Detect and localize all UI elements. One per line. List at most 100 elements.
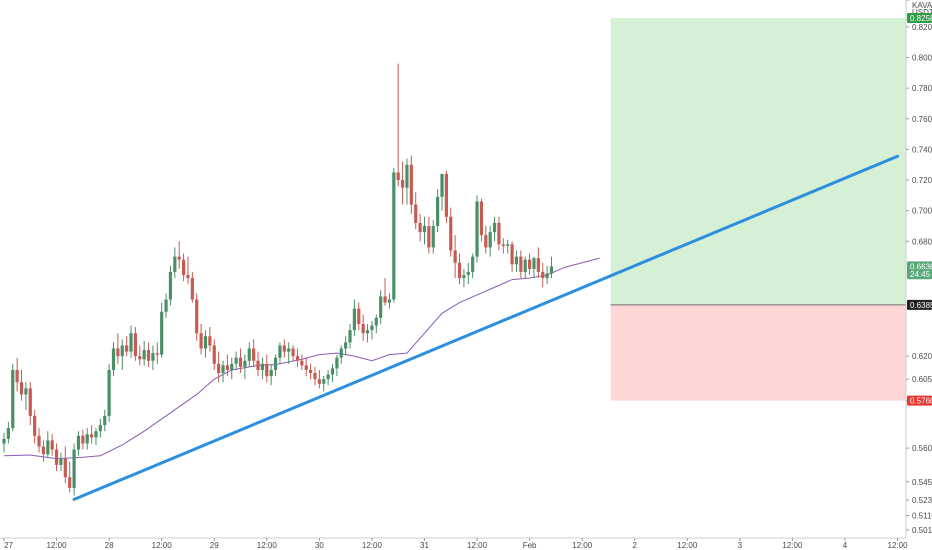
candle bbox=[352, 299, 356, 337]
candle bbox=[497, 216, 501, 251]
position-loss-zone[interactable] bbox=[610, 304, 906, 401]
candle-body bbox=[217, 363, 221, 374]
candle bbox=[400, 161, 405, 205]
price-tag-label: 24:45 bbox=[910, 270, 931, 279]
candle-body bbox=[19, 382, 24, 395]
candle-body bbox=[313, 373, 317, 380]
candle-body bbox=[471, 256, 475, 272]
candle bbox=[422, 216, 427, 245]
candle bbox=[304, 357, 308, 377]
time-tick-label: 28 bbox=[105, 541, 114, 550]
candle-body bbox=[379, 296, 383, 318]
candle bbox=[462, 268, 466, 288]
candle-body bbox=[532, 258, 536, 269]
candle-body bbox=[291, 348, 295, 357]
candle-body bbox=[510, 244, 514, 265]
candle-body bbox=[317, 379, 321, 384]
candle-body bbox=[260, 363, 265, 370]
candle bbox=[50, 434, 54, 456]
candle-body bbox=[541, 271, 545, 279]
candle-body bbox=[129, 333, 133, 352]
candle-body bbox=[422, 225, 427, 233]
candle-body bbox=[225, 365, 229, 370]
candle-body bbox=[383, 296, 387, 303]
candle bbox=[326, 369, 330, 386]
quote-label-base: KAVA bbox=[912, 1, 932, 10]
candle bbox=[545, 265, 549, 285]
candle-body bbox=[72, 449, 76, 488]
candle-body bbox=[506, 244, 510, 246]
candle bbox=[24, 382, 28, 410]
candle bbox=[348, 324, 352, 349]
candle bbox=[532, 256, 536, 279]
candle bbox=[269, 363, 273, 386]
candle-body bbox=[190, 278, 194, 300]
time-tick-label: 12:00 bbox=[362, 541, 383, 550]
position-profit-zone[interactable] bbox=[610, 18, 906, 305]
candle bbox=[273, 354, 278, 377]
quote-label-quote: USDT bbox=[912, 8, 932, 17]
candle-body bbox=[462, 274, 466, 279]
candle-body bbox=[528, 259, 532, 269]
candle-body bbox=[344, 342, 348, 349]
candle bbox=[436, 189, 440, 233]
candle-body bbox=[365, 330, 370, 334]
candle bbox=[361, 314, 365, 341]
candle bbox=[295, 348, 300, 367]
candle-body bbox=[142, 350, 146, 360]
price-tag: 24:45 bbox=[907, 269, 932, 280]
candle-body bbox=[11, 369, 15, 429]
candle bbox=[379, 290, 383, 325]
candle-body bbox=[90, 434, 94, 438]
candle-body bbox=[339, 348, 343, 358]
time-tick-label: 27 bbox=[4, 541, 13, 550]
candle bbox=[41, 440, 46, 462]
candle-body bbox=[449, 216, 453, 251]
candle-body bbox=[352, 308, 356, 331]
candle-body bbox=[103, 415, 107, 426]
candle bbox=[116, 333, 120, 364]
candle-body bbox=[427, 225, 431, 248]
time-tick-label: 30 bbox=[315, 541, 324, 550]
candle bbox=[199, 324, 203, 355]
candle bbox=[471, 253, 475, 279]
candle bbox=[449, 207, 453, 257]
candle bbox=[431, 219, 435, 254]
candle-body bbox=[181, 259, 186, 275]
candle-body bbox=[116, 348, 120, 357]
candle bbox=[278, 342, 282, 364]
candle-body bbox=[155, 353, 159, 355]
candle-body bbox=[479, 201, 484, 236]
moving-average bbox=[3, 257, 600, 460]
candle-body bbox=[234, 357, 238, 364]
candle-body bbox=[125, 345, 129, 352]
price-tag: 0.8258 bbox=[907, 13, 932, 23]
candle bbox=[519, 250, 523, 279]
candle-body bbox=[309, 369, 313, 374]
price-tick-label: 0.4915 bbox=[912, 0, 932, 2]
candle bbox=[2, 432, 6, 453]
candle-body bbox=[24, 388, 28, 395]
trendline-segment[interactable] bbox=[72, 154, 900, 501]
time-axis[interactable]: 27 12:00 28 12:00 29 12:00 30 12:00 31 12:00 Feb 12… bbox=[0, 537, 908, 550]
price-tag-label: 0.6385 bbox=[910, 301, 932, 310]
candlestick-series bbox=[2, 63, 554, 496]
candle bbox=[317, 369, 321, 389]
time-tick-label: 4 bbox=[843, 541, 848, 550]
candle-body bbox=[177, 256, 181, 260]
price-tag-box bbox=[907, 395, 932, 406]
candle bbox=[225, 354, 229, 377]
trendline[interactable] bbox=[72, 154, 900, 501]
candle bbox=[195, 293, 199, 341]
long-position-tool[interactable] bbox=[610, 18, 906, 401]
candle bbox=[383, 278, 387, 306]
price-tag-box bbox=[907, 269, 932, 280]
candle bbox=[125, 336, 129, 357]
